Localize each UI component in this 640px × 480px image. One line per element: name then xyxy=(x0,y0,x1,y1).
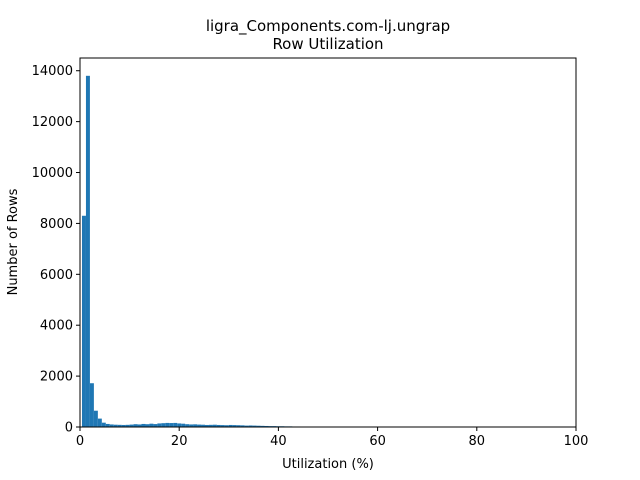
x-tick-label: 100 xyxy=(564,434,589,449)
bars-group xyxy=(81,75,321,428)
histogram-bar xyxy=(181,423,186,427)
histogram-bar xyxy=(85,75,90,428)
histogram-bar xyxy=(109,424,114,427)
plot-frame xyxy=(79,57,577,428)
histogram-bar xyxy=(133,424,138,427)
x-tick-label: 0 xyxy=(76,434,84,449)
x-axis-label: Utilization (%) xyxy=(282,457,374,472)
x-tick-label: 60 xyxy=(369,434,386,449)
histogram-bar xyxy=(216,424,221,427)
y-tick-label: 0 xyxy=(65,421,73,436)
histogram-bar xyxy=(220,425,225,427)
histogram-bar xyxy=(212,424,217,427)
y-tick-label: 14000 xyxy=(32,64,73,79)
y-axis-ticks: 0 2000 4000 6000 8000 10000 12000 14000 xyxy=(32,64,80,436)
chart-title-line1: ligra_Components.com-lj.ungrap xyxy=(206,17,450,36)
histogram-bar xyxy=(232,425,237,427)
x-tick-label: 40 xyxy=(270,434,287,449)
histogram-bar xyxy=(157,423,162,427)
histogram-bar xyxy=(228,424,233,427)
histogram-bar xyxy=(256,425,261,427)
histogram-bar xyxy=(105,423,110,427)
histogram-bar xyxy=(252,425,257,427)
y-tick-label: 2000 xyxy=(40,370,73,385)
histogram-bar xyxy=(204,424,209,427)
histogram-bar xyxy=(177,423,182,427)
histogram-bar xyxy=(244,425,249,427)
histogram-bar xyxy=(165,422,170,427)
histogram-bar xyxy=(113,424,118,427)
histogram-bar xyxy=(93,410,98,427)
histogram-bar xyxy=(101,422,106,427)
histogram-bar xyxy=(89,383,94,427)
x-axis-ticks: 0 20 40 60 80 100 xyxy=(76,427,589,449)
histogram-bar xyxy=(197,424,202,427)
histogram-bar xyxy=(121,424,126,427)
histogram-bar xyxy=(248,425,253,427)
histogram-bar xyxy=(185,424,190,427)
histogram-bar xyxy=(189,424,194,427)
histogram-bar xyxy=(149,423,154,427)
histogram-bar xyxy=(193,424,198,427)
histogram-bar xyxy=(81,215,86,427)
histogram-bar xyxy=(264,425,269,427)
chart-title-line2: Row Utilization xyxy=(272,35,383,53)
histogram-bar xyxy=(125,424,130,427)
y-tick-label: 12000 xyxy=(32,115,73,130)
histogram-bar xyxy=(169,423,174,427)
histogram-bar xyxy=(173,422,178,427)
histogram-bar xyxy=(201,424,205,427)
histogram-bar xyxy=(141,423,146,427)
histogram-bar xyxy=(117,424,122,427)
histogram-bar xyxy=(153,424,158,427)
y-axis-label: Number of Rows xyxy=(6,188,21,295)
y-tick-label: 4000 xyxy=(40,319,73,334)
histogram-bar xyxy=(260,425,265,427)
histogram-bar xyxy=(161,423,166,427)
histogram-bar xyxy=(145,424,150,427)
histogram-bar xyxy=(208,424,213,427)
y-tick-label: 10000 xyxy=(32,166,73,181)
histogram-bar xyxy=(224,425,229,427)
histogram-bar xyxy=(137,424,142,427)
histogram-bar xyxy=(236,425,241,427)
histogram-bar xyxy=(97,418,102,427)
x-tick-label: 20 xyxy=(171,434,188,449)
y-tick-label: 6000 xyxy=(40,268,73,283)
y-tick-label: 8000 xyxy=(40,217,73,232)
x-tick-label: 80 xyxy=(469,434,486,449)
histogram-bar xyxy=(129,424,134,427)
histogram-bar xyxy=(240,425,245,427)
